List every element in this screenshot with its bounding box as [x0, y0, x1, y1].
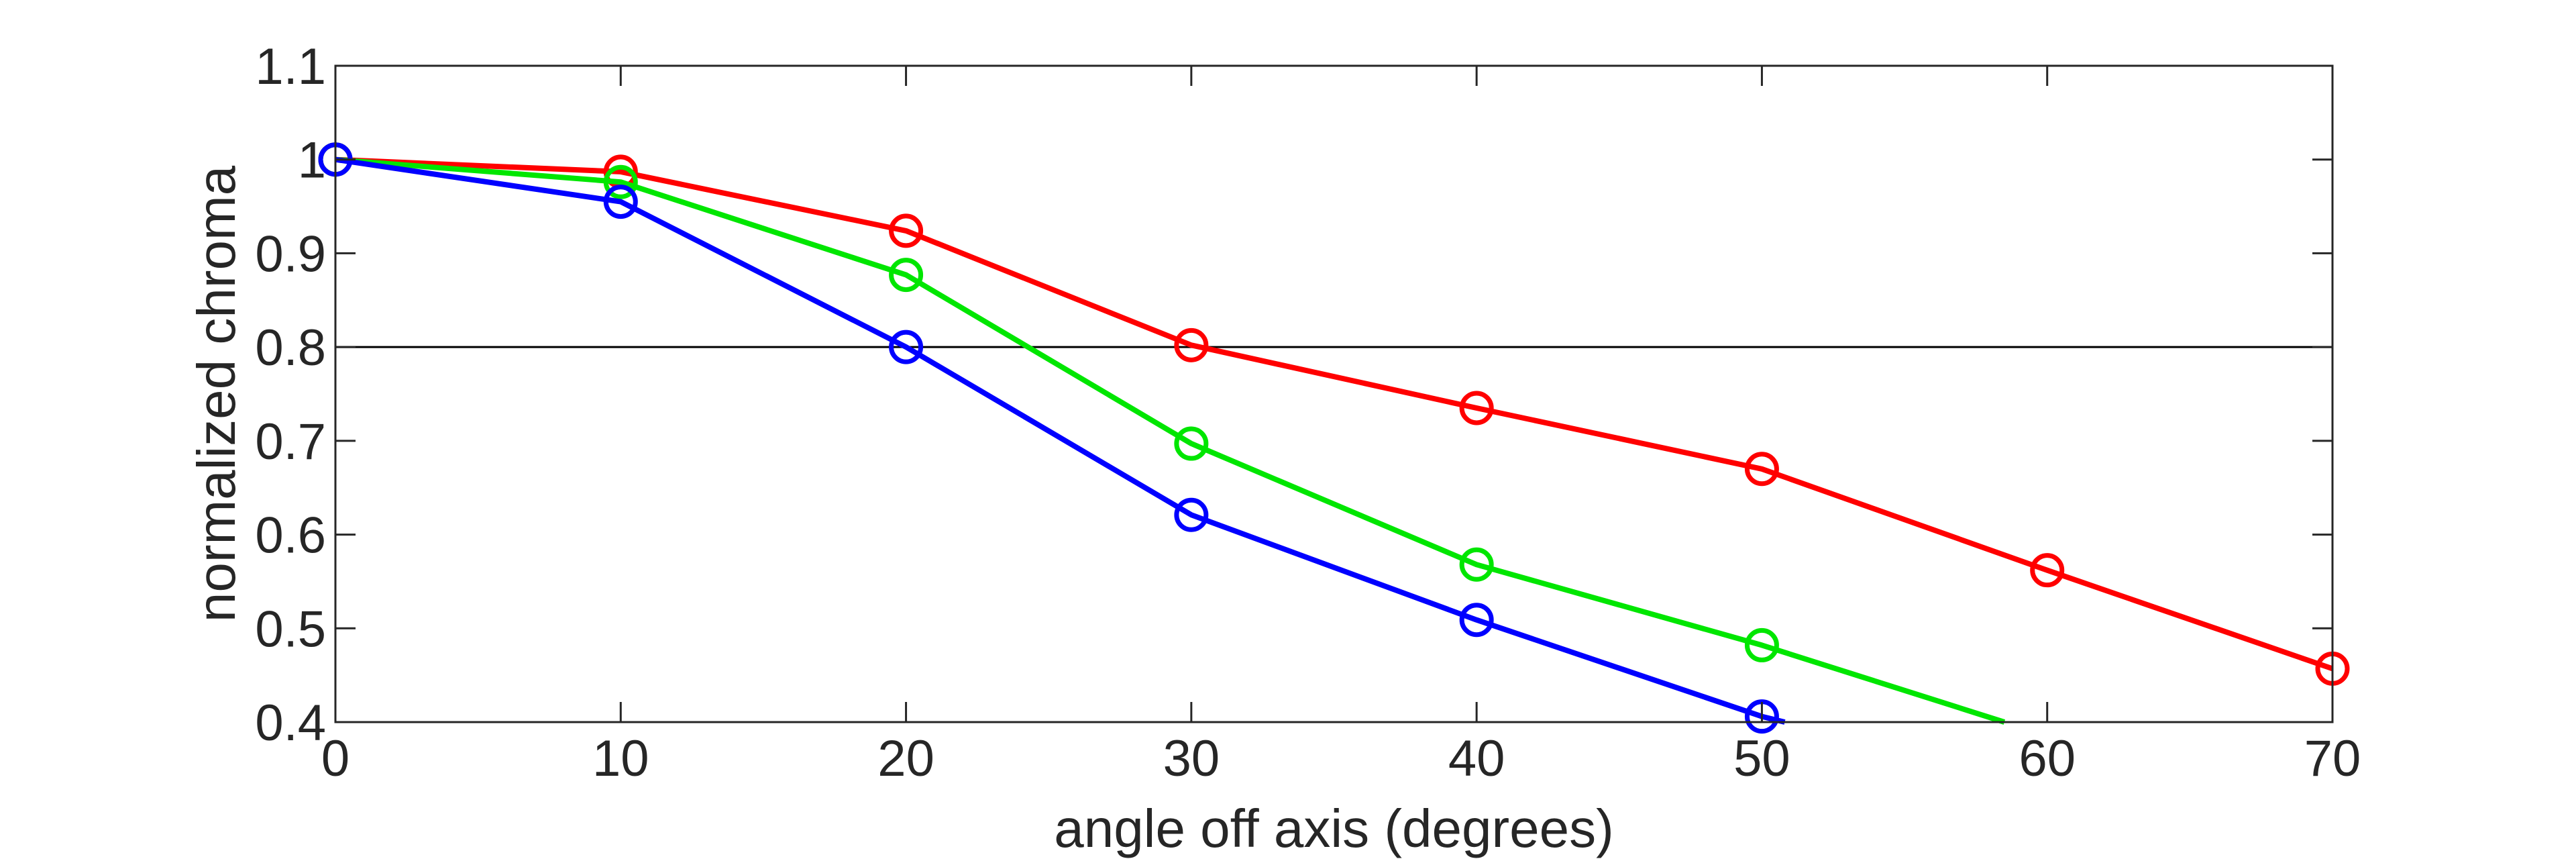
series-line [335, 156, 2006, 725]
data-point-marker [603, 164, 638, 199]
data-point-marker [1174, 497, 1209, 532]
y-axis-title: normalized chroma [186, 165, 246, 622]
x-tick-label: 40 [1448, 730, 1505, 787]
y-tick-label: 0.7 [255, 413, 326, 470]
x-axis-title: angle off axis (degrees) [1054, 799, 1614, 858]
series-line [335, 156, 2334, 672]
x-tick-label: 20 [877, 730, 934, 787]
y-tick-label: 0.8 [255, 319, 326, 376]
y-tick-label: 0.4 [255, 695, 326, 752]
plot-area-frame [334, 64, 2334, 723]
y-tick-label: 0.9 [255, 225, 326, 283]
data-point-marker [1459, 547, 1494, 582]
data-point-marker [1744, 452, 1779, 487]
data-point-marker [1459, 391, 1494, 425]
data-point-marker [1174, 426, 1209, 461]
tick-layer: 0 10 20 30 40 50 60 70 0.4 0.5 0.6 0.7 0.8 0.9 1 1.1 [255, 38, 2361, 787]
x-tick-label: 70 [2304, 730, 2361, 787]
data-point-marker [2030, 553, 2065, 588]
data-point-marker [1174, 327, 1209, 362]
x-tick-label: 30 [1163, 730, 1220, 787]
data-point-marker [1459, 603, 1494, 638]
y-tick-label: 0.6 [255, 507, 326, 564]
data-point-marker [889, 330, 924, 364]
x-tick-label: 60 [2019, 730, 2076, 787]
data-point-marker [1744, 627, 1779, 662]
data-point-marker [603, 185, 638, 219]
y-tick-label: 1 [298, 132, 326, 189]
x-tick-label: 0 [321, 730, 350, 787]
y-tick-label: 0.5 [255, 601, 326, 658]
x-tick-label: 50 [1733, 730, 1790, 787]
x-tick-label: 10 [592, 730, 649, 787]
data-point-marker [1744, 699, 1779, 734]
y-tick-label: 1.1 [255, 38, 326, 95]
data-point-marker [889, 258, 924, 293]
data-point-marker [889, 213, 924, 248]
